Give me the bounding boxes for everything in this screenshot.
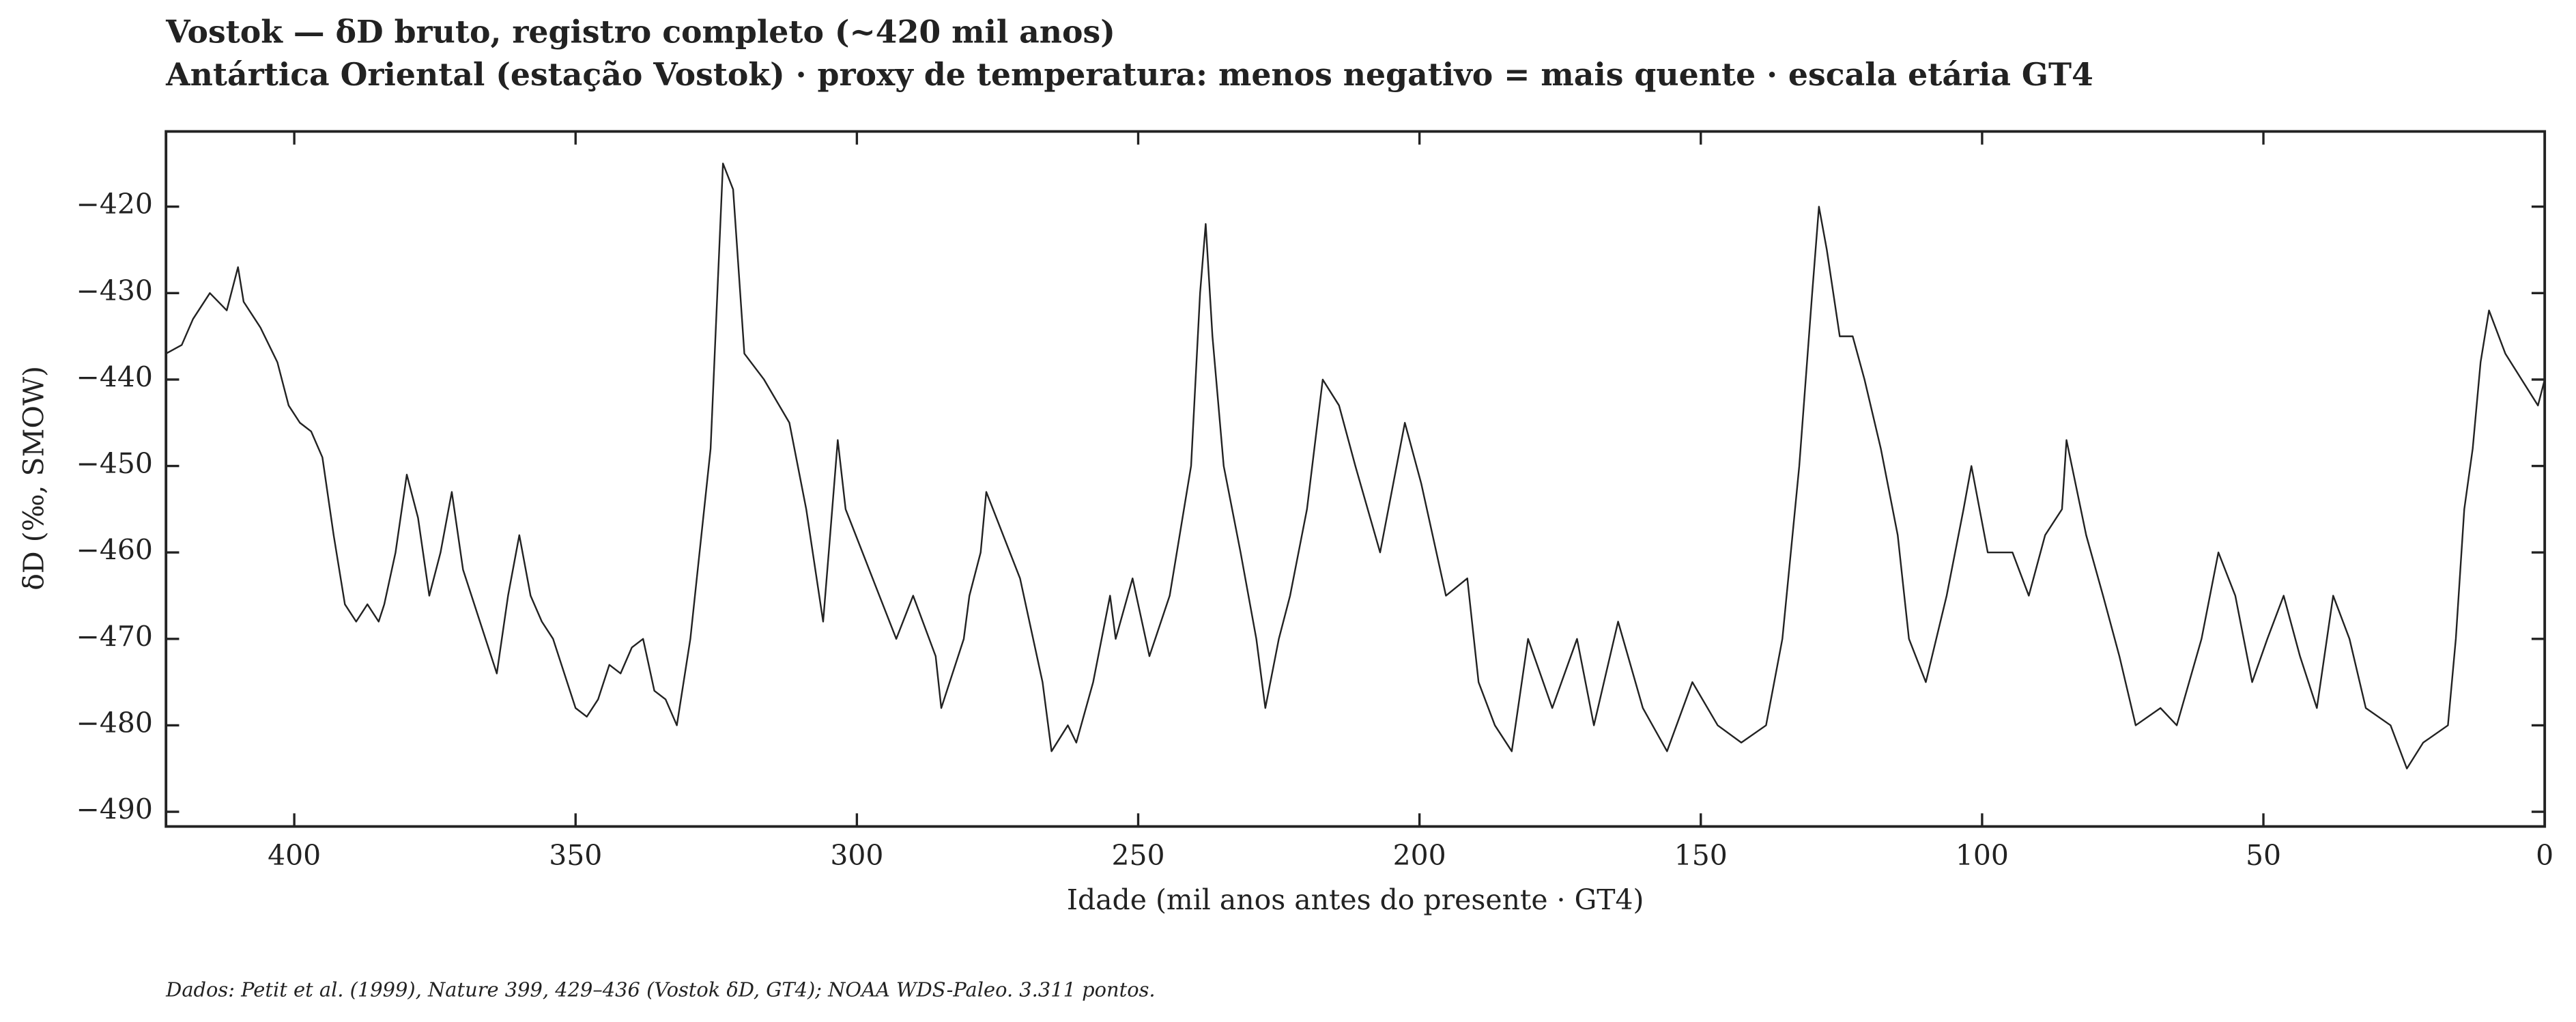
y-tick-label: −470 bbox=[76, 620, 153, 653]
y-tick-label: −480 bbox=[76, 707, 153, 739]
x-axis-label: Idade (mil anos antes do presente · GT4) bbox=[1067, 883, 1644, 916]
x-tick-label: 50 bbox=[2246, 839, 2281, 872]
x-tick-label: 400 bbox=[268, 839, 321, 872]
x-tick-label: 350 bbox=[549, 839, 602, 872]
y-tick-label: −460 bbox=[76, 534, 153, 567]
data-line bbox=[165, 162, 2546, 769]
y-tick-label: −450 bbox=[76, 447, 153, 480]
y-tick-label: −420 bbox=[76, 188, 153, 221]
y-tick-label: −490 bbox=[76, 793, 153, 826]
x-tick-label: 250 bbox=[1111, 839, 1164, 872]
plot-frame bbox=[164, 130, 2547, 828]
y-tick-label: −440 bbox=[76, 360, 153, 393]
x-tick-label: 150 bbox=[1674, 839, 1728, 872]
footer-note: Dados: Petit et al. (1999), Nature 399, … bbox=[165, 978, 1155, 1001]
x-tick-label: 0 bbox=[2536, 839, 2553, 872]
x-tick-label: 100 bbox=[1956, 839, 2009, 872]
y-tick-label: −430 bbox=[76, 274, 153, 307]
x-tick-label: 200 bbox=[1393, 839, 1446, 872]
y-axis-label: δD (‰, SMOW) bbox=[18, 366, 51, 591]
x-tick-label: 300 bbox=[830, 839, 883, 872]
chart-title: Vostok — δD bruto, registro completo (~4… bbox=[165, 14, 1115, 51]
chart-subtitle: Antártica Oriental (estação Vostok) · pr… bbox=[165, 56, 2093, 93]
